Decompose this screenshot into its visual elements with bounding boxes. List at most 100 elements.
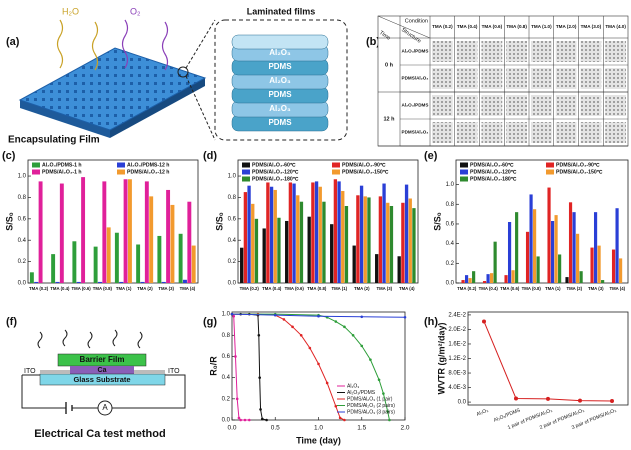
x-tick-label: TMA (3) bbox=[158, 286, 174, 291]
legend-swatch bbox=[460, 162, 468, 168]
x-tick-label: 2.0 bbox=[400, 425, 409, 432]
column-header: TMA (0.2) bbox=[432, 24, 453, 29]
legend-swatch bbox=[332, 162, 340, 168]
photo-cell bbox=[456, 68, 478, 89]
y-tick-label: 2.4E-2 bbox=[448, 312, 466, 318]
bar bbox=[547, 187, 551, 283]
photo-cell bbox=[580, 68, 602, 89]
row-label: Al₂O₃/PDMS bbox=[402, 49, 429, 54]
marker bbox=[317, 362, 320, 366]
ito-label: ITO bbox=[168, 368, 180, 375]
wave bbox=[56, 19, 99, 71]
bar bbox=[341, 191, 345, 283]
bar bbox=[401, 202, 405, 283]
legend-swatch bbox=[460, 169, 468, 175]
marker bbox=[377, 378, 381, 382]
y-tick-label: 0.4 bbox=[222, 375, 231, 381]
ca-layer bbox=[70, 366, 134, 374]
plot-frame bbox=[27, 159, 199, 284]
y-tick-label: 1.0 bbox=[446, 182, 455, 188]
legend-label: Al₂O₃/PDMS-1 h bbox=[42, 162, 82, 168]
bar bbox=[136, 244, 141, 283]
bar bbox=[344, 205, 349, 283]
panel-label: (d) bbox=[203, 150, 217, 162]
row-label: PDMS/Al₂O₃ bbox=[402, 76, 429, 81]
bar bbox=[240, 247, 244, 283]
panel-label: (g) bbox=[203, 316, 217, 328]
bar bbox=[299, 201, 304, 283]
y-tick-label: 1.0 bbox=[222, 312, 231, 318]
photo-cell bbox=[555, 68, 577, 89]
layer-top bbox=[231, 34, 329, 50]
row-label: Al₂O₃/PDMS bbox=[402, 103, 429, 108]
bar bbox=[461, 280, 465, 283]
bar bbox=[593, 212, 598, 283]
y-tick-label: 0.0 bbox=[222, 418, 231, 424]
layer-label: PDMS bbox=[268, 62, 292, 71]
legend-swatch bbox=[32, 162, 40, 168]
bar bbox=[29, 272, 34, 283]
ito bbox=[40, 370, 70, 374]
y-tick-label: 0.6 bbox=[222, 354, 231, 360]
y-axis-label: WVTR (g/m²/day) bbox=[436, 323, 446, 395]
bar bbox=[468, 278, 472, 283]
bar bbox=[507, 221, 512, 283]
marker bbox=[369, 358, 372, 361]
bar bbox=[72, 241, 77, 283]
legend-label: PDMS/Al₂O₃-60℃ bbox=[470, 161, 514, 168]
photo-cell bbox=[506, 122, 527, 143]
bar bbox=[144, 181, 149, 283]
bar bbox=[311, 182, 315, 283]
photo-cell bbox=[580, 41, 602, 62]
bar bbox=[550, 221, 555, 283]
marker bbox=[258, 376, 261, 379]
chart: 0.0 4.0E-3 8.0E-3 1.2E-2 1.6E-2 2.0E-2 2.4E-2W… bbox=[436, 311, 629, 431]
bar bbox=[536, 256, 540, 283]
x-tick-label: TMA (0.8) bbox=[93, 286, 113, 291]
marker bbox=[260, 417, 264, 421]
legend-label: Al₂O₃/PDMS bbox=[347, 390, 376, 396]
legend-label: PDMS/Al₂O₃ (3 pairs) bbox=[347, 409, 395, 415]
bar bbox=[106, 227, 111, 283]
y-tick-label: 0.2 bbox=[18, 259, 27, 265]
bar bbox=[170, 204, 175, 283]
y-tick-label: 0.8 bbox=[18, 195, 27, 201]
bar bbox=[568, 202, 573, 283]
marker bbox=[273, 313, 277, 317]
marker bbox=[282, 318, 286, 321]
photo-cell bbox=[456, 122, 478, 143]
marker bbox=[237, 416, 241, 420]
panel-label: (c) bbox=[2, 150, 16, 162]
time-label: 0 h bbox=[385, 62, 394, 68]
panel-label: (f) bbox=[6, 316, 17, 328]
y-tick-label: 2.0E-2 bbox=[448, 327, 466, 333]
marker bbox=[257, 333, 261, 337]
legend-label: PDMS/Al₂O₃-1 h bbox=[42, 169, 82, 175]
bar bbox=[619, 258, 623, 283]
bar bbox=[515, 212, 519, 283]
marker bbox=[382, 392, 385, 395]
bar bbox=[161, 281, 166, 283]
plot-frame bbox=[467, 311, 629, 406]
bar bbox=[408, 198, 412, 283]
bar bbox=[482, 281, 487, 283]
wave bbox=[121, 19, 169, 71]
marker bbox=[265, 418, 268, 422]
bar bbox=[356, 195, 360, 283]
corner-label: Time bbox=[378, 30, 391, 42]
bar bbox=[511, 270, 515, 283]
bar bbox=[254, 218, 259, 283]
bar bbox=[558, 254, 562, 283]
photo-cell bbox=[605, 122, 626, 143]
legend-label: Al₂O₃ bbox=[347, 383, 359, 389]
x-tick-label: TMA (0.4) bbox=[50, 286, 70, 291]
marker bbox=[338, 416, 342, 420]
bar bbox=[412, 208, 416, 283]
legend-swatch bbox=[460, 176, 468, 182]
bar bbox=[352, 245, 356, 283]
bar bbox=[34, 281, 39, 283]
bar bbox=[565, 277, 569, 283]
column-header: TMA (0.4) bbox=[457, 24, 478, 29]
